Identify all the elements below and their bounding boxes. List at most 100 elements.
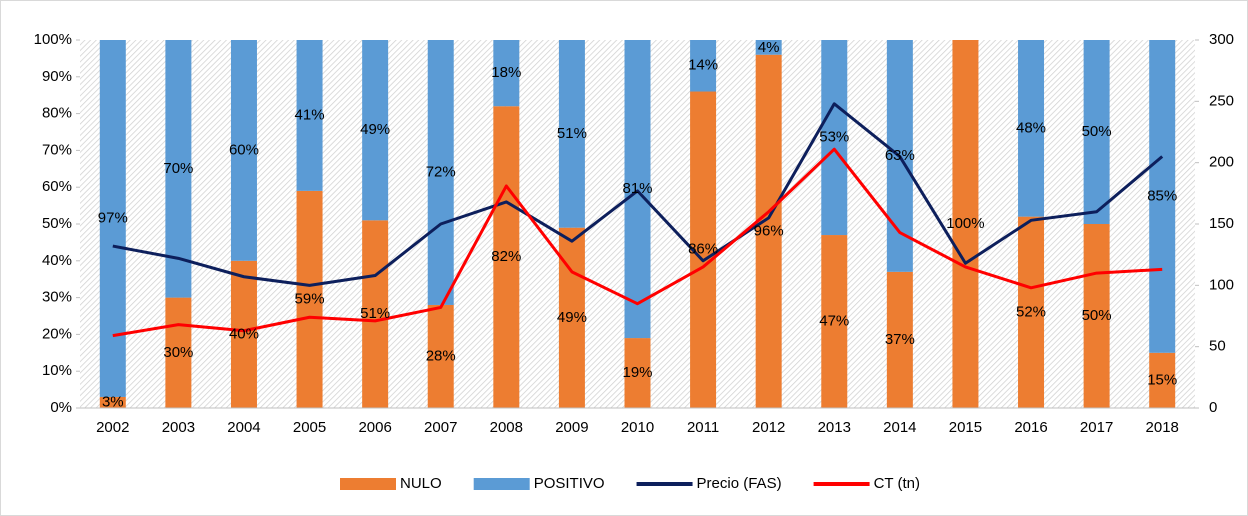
data-label: 3%: [102, 393, 124, 410]
y-tick-label: 70%: [42, 141, 72, 158]
bar-segment: [427, 304, 454, 408]
bar-segment: [1018, 40, 1045, 217]
y-tick-label: 20%: [42, 325, 72, 342]
bar-segment: [1149, 352, 1176, 408]
bar-segment: [99, 40, 126, 397]
x-tick-label: 2005: [293, 419, 326, 436]
data-label: 49%: [557, 309, 587, 326]
x-tick-label: 2009: [555, 419, 588, 436]
data-label: 72%: [426, 163, 456, 180]
x-tick-label: 2017: [1080, 419, 1113, 436]
y-tick-label: 60%: [42, 178, 72, 195]
bar-segment: [558, 227, 585, 408]
bar-segment: [427, 40, 454, 305]
x-tick-label: 2016: [1014, 419, 1047, 436]
bar-segment: [624, 338, 651, 408]
data-label: 40%: [229, 325, 259, 342]
bar-segment: [493, 40, 520, 107]
y-tick-label: 90%: [42, 68, 72, 85]
legend-swatch: [340, 478, 396, 490]
data-label: 19%: [622, 364, 652, 381]
data-label: 70%: [163, 160, 193, 177]
bar-segment: [230, 40, 257, 261]
data-label: 100%: [946, 215, 984, 232]
data-label: 15%: [1147, 371, 1177, 388]
data-label: 53%: [819, 128, 849, 145]
data-label: 30%: [163, 344, 193, 361]
legend-swatch: [473, 478, 530, 490]
data-label: 41%: [295, 106, 325, 123]
data-label: 50%: [1082, 307, 1112, 324]
data-label: 85%: [1147, 187, 1177, 204]
bar-segment: [1083, 224, 1110, 408]
data-label: 49%: [360, 121, 390, 138]
bar-segment: [1083, 40, 1110, 224]
x-tick-label: 2012: [752, 419, 785, 436]
line-series: [112, 102, 1164, 287]
y-tick-label: 0%: [50, 399, 72, 416]
data-label: 51%: [360, 305, 390, 322]
y2-tick-label: 0: [1209, 399, 1217, 416]
y-tick-label: 100%: [34, 31, 72, 48]
data-label: 63%: [885, 147, 915, 164]
x-tick-label: 2002: [96, 419, 129, 436]
data-label: 48%: [1016, 119, 1046, 136]
bar-segment: [821, 40, 848, 236]
line-series: [112, 147, 1163, 338]
bar-segment: [952, 40, 979, 408]
bar-segment: [1018, 216, 1045, 408]
bar-segment: [296, 190, 323, 408]
data-label: 82%: [491, 248, 521, 265]
y-tick-label: 50%: [42, 215, 72, 232]
x-tick-label: 2010: [621, 419, 654, 436]
data-label: 50%: [1082, 123, 1112, 140]
bar-segment: [362, 40, 389, 221]
bar-segment: [755, 40, 782, 55]
legend-label: NULO: [400, 475, 442, 492]
bar-segment: [165, 40, 192, 298]
y2-tick-label: 150: [1209, 215, 1234, 232]
data-label: 60%: [229, 141, 259, 158]
bar-segment: [1149, 40, 1176, 353]
x-tick-label: 2014: [883, 419, 916, 436]
bar-segment: [624, 40, 651, 339]
bar-segment: [165, 297, 192, 408]
data-label: 4%: [758, 39, 780, 56]
x-tick-label: 2018: [1146, 419, 1179, 436]
bar-segment: [99, 396, 126, 408]
bar-segment: [690, 40, 717, 92]
x-tick-label: 2007: [424, 419, 457, 436]
y2-tick-label: 300: [1209, 31, 1234, 48]
legend-label: CT (tn): [874, 475, 920, 492]
data-label: 28%: [426, 347, 456, 364]
y2-tick-label: 50: [1209, 338, 1226, 355]
data-label: 37%: [885, 331, 915, 348]
bar-segment: [558, 40, 585, 228]
y-tick-label: 10%: [42, 362, 72, 379]
y-tick-label: 40%: [42, 252, 72, 269]
y2-tick-label: 250: [1209, 92, 1234, 109]
bar-segment: [230, 260, 257, 408]
data-label: 18%: [491, 64, 521, 81]
data-label: 59%: [295, 290, 325, 307]
data-label: 47%: [819, 312, 849, 329]
legend-label: POSITIVO: [534, 475, 605, 492]
data-label: 51%: [557, 125, 587, 142]
legend-label: Precio (FAS): [697, 475, 782, 492]
data-label: 52%: [1016, 303, 1046, 320]
y-tick-label: 80%: [42, 105, 72, 122]
x-tick-label: 2013: [818, 419, 851, 436]
y-tick-label: 30%: [42, 289, 72, 306]
x-tick-label: 2004: [227, 419, 260, 436]
bar-segment: [886, 271, 913, 408]
data-label: 96%: [754, 222, 784, 239]
data-label: 86%: [688, 241, 718, 258]
x-tick-label: 2003: [162, 419, 195, 436]
bar-segment: [821, 235, 848, 408]
data-label: 14%: [688, 57, 718, 74]
y2-tick-label: 200: [1209, 154, 1234, 171]
x-tick-label: 2006: [358, 419, 391, 436]
data-label: 81%: [622, 180, 652, 197]
bar-segment: [296, 40, 323, 191]
